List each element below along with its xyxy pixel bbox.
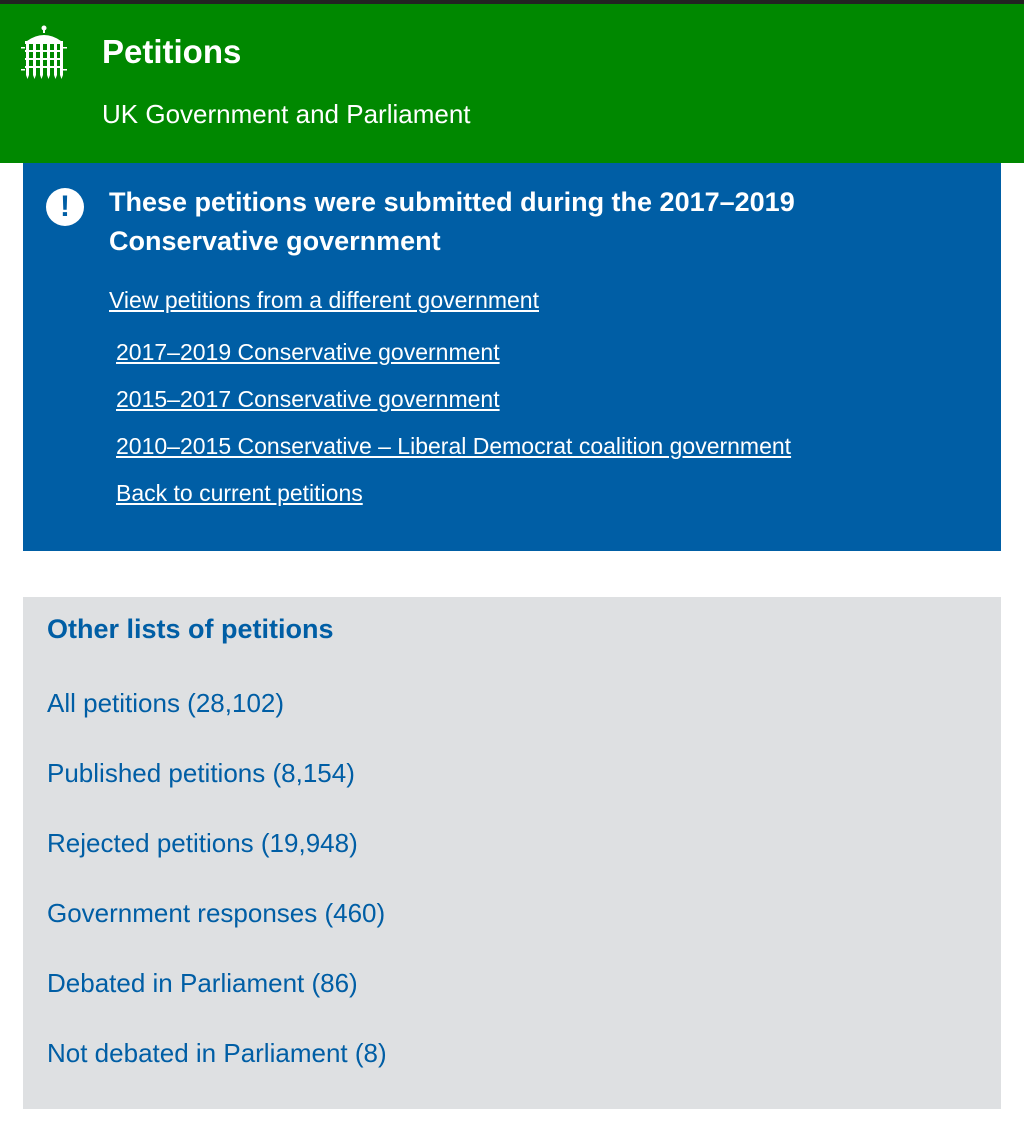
list-item: Not debated in Parliament (8) [47, 1037, 387, 1107]
list-item: 2015–2017 Conservative government [116, 384, 791, 431]
list-item: Published petitions (8,154) [47, 757, 387, 827]
published-petitions-link[interactable]: Published petitions (8,154) [47, 758, 355, 788]
government-list: 2017–2019 Conservative government 2015–2… [116, 337, 791, 525]
rejected-petitions-link[interactable]: Rejected petitions (19,948) [47, 828, 358, 858]
exclamation-icon: ! [46, 188, 84, 226]
site-header: Petitions UK Government and Parliament [0, 4, 1024, 163]
all-petitions-link[interactable]: All petitions (28,102) [47, 688, 285, 718]
debated-in-parliament-link[interactable]: Debated in Parliament (86) [47, 968, 358, 998]
top-border [0, 0, 1024, 4]
government-link-2010-2015[interactable]: 2010–2015 Conservative – Liberal Democra… [116, 433, 792, 459]
notice-heading: These petitions were submitted during th… [109, 187, 795, 256]
other-lists-panel: Other lists of petitions All petitions (… [23, 597, 1001, 1109]
list-item: All petitions (28,102) [47, 687, 387, 757]
government-link-2017-2019[interactable]: 2017–2019 Conservative government [116, 339, 500, 365]
portcullis-icon [21, 25, 67, 79]
list-item: Government responses (460) [47, 897, 387, 967]
list-item: 2017–2019 Conservative government [116, 337, 791, 384]
list-item: Debated in Parliament (86) [47, 967, 387, 1037]
other-lists-heading: Other lists of petitions [47, 614, 334, 644]
site-title-link[interactable]: Petitions [102, 33, 242, 70]
government-responses-link[interactable]: Government responses (460) [47, 898, 386, 928]
government-notice-panel: ! These petitions were submitted during … [23, 163, 1001, 551]
view-different-government-link[interactable]: View petitions from a different governme… [109, 287, 539, 313]
government-link-2015-2017[interactable]: 2015–2017 Conservative government [116, 386, 500, 412]
site-subtitle: UK Government and Parliament [102, 99, 471, 129]
other-lists-list: All petitions (28,102) Published petitio… [47, 687, 387, 1107]
not-debated-in-parliament-link[interactable]: Not debated in Parliament (8) [47, 1038, 387, 1068]
list-item: Back to current petitions [116, 478, 791, 525]
list-item: Rejected petitions (19,948) [47, 827, 387, 897]
back-to-current-petitions-link[interactable]: Back to current petitions [116, 480, 363, 506]
list-item: 2010–2015 Conservative – Liberal Democra… [116, 431, 791, 478]
